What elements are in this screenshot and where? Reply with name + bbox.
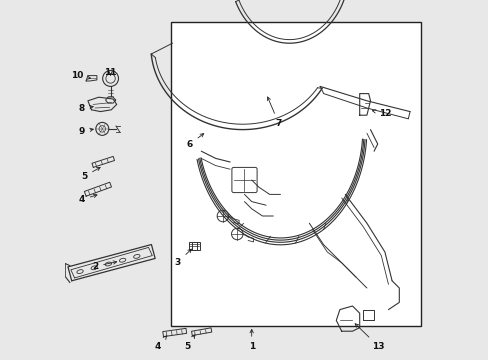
Text: 7: 7 [267,97,281,128]
Text: 5: 5 [183,335,194,351]
Text: 12: 12 [371,109,390,118]
Text: 3: 3 [174,249,191,266]
Text: 6: 6 [186,134,203,149]
Bar [170,22,420,326]
Text: 4: 4 [155,336,166,351]
Text: 9: 9 [79,127,93,136]
Text: 10: 10 [71,71,90,80]
Bar [191,242,199,250]
Text: 8: 8 [79,104,93,113]
Bar [188,242,196,250]
Text: 1: 1 [248,329,254,351]
Text: 13: 13 [354,324,384,351]
Text: 11: 11 [104,68,117,77]
Text: 2: 2 [92,261,117,271]
Text: 4: 4 [79,194,97,204]
Text: 5: 5 [81,167,100,181]
